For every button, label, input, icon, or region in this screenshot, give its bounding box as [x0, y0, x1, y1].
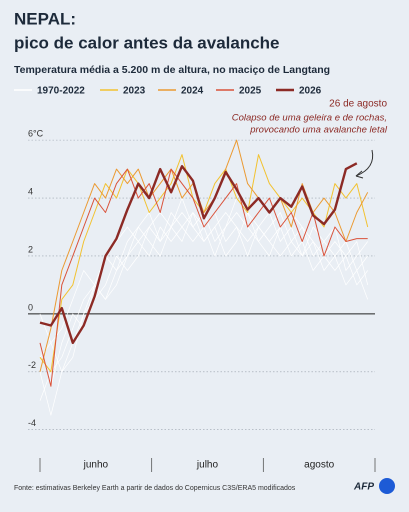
y-tick-label: -2 [28, 360, 36, 370]
legend-label: 2024 [181, 86, 204, 97]
annotation-title: 26 de agosto [329, 99, 387, 110]
legend-label: 2025 [239, 86, 262, 97]
x-tick-label: junho [83, 460, 109, 471]
subtitle: Temperatura média a 5.200 m de altura, n… [14, 64, 330, 76]
series-line [39, 162, 358, 345]
annotation-arrow [355, 149, 374, 177]
background-line [39, 212, 369, 373]
y-tick-label: 6°C [28, 129, 44, 139]
logo: AFP [353, 482, 374, 493]
title: NEPAL: [14, 9, 76, 28]
y-tick-label: 0 [28, 302, 33, 312]
legend-label: 1970-2022 [37, 86, 85, 97]
y-tick-label: 2 [28, 244, 33, 254]
annotation-text: Colapso de uma geleira e de rochas, [232, 113, 387, 124]
logo-mark [379, 478, 395, 494]
title: pico de calor antes da avalanche [14, 33, 280, 52]
y-tick-label: -4 [28, 418, 36, 428]
legend-label: 2023 [123, 86, 146, 97]
x-tick-label: julho [196, 460, 219, 471]
annotation-text: provocando uma avalanche letal [249, 125, 388, 136]
source: Fonte: estimativas Berkeley Earth a part… [14, 485, 296, 492]
y-tick-label: 4 [28, 186, 33, 196]
x-tick-label: agosto [304, 460, 334, 471]
background-line [39, 212, 368, 344]
annotation-arrow [355, 170, 364, 179]
legend-label: 2026 [299, 86, 322, 97]
